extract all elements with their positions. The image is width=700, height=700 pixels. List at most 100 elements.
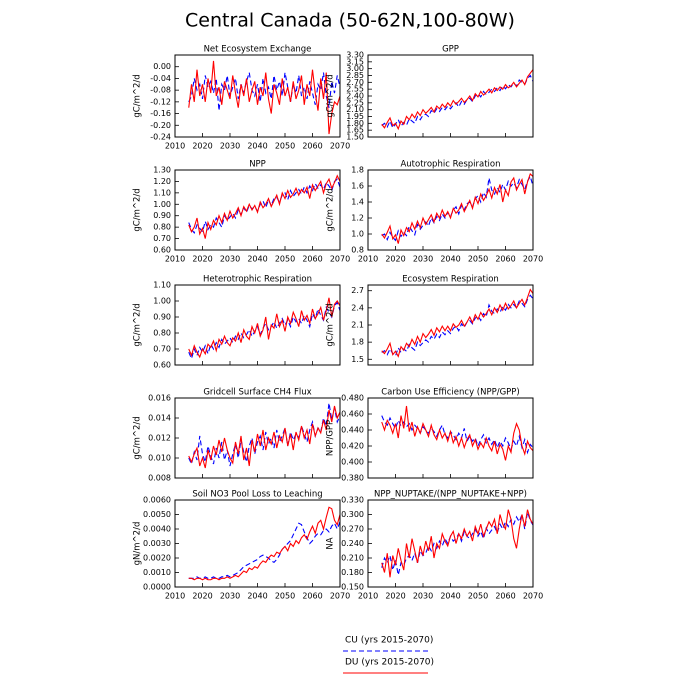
x-tick-label: 2020 (192, 142, 212, 151)
y-tick-label: 0.270 (341, 525, 364, 534)
y-tick-label: 0.016 (148, 394, 171, 403)
y-axis-label: gC/m^2/d (133, 303, 143, 346)
y-axis-label: NA (326, 537, 336, 549)
x-tick-label: 2020 (385, 255, 405, 264)
y-tick-label: 0.70 (153, 234, 171, 243)
y-tick-label: 0.380 (341, 474, 364, 483)
plot-frame (367, 284, 534, 366)
x-tick-label: 2010 (165, 255, 185, 264)
panel-title: GPP (442, 45, 459, 55)
y-axis-label: gC/m^2/d (133, 416, 143, 459)
y-tick-label: 0.480 (341, 394, 364, 403)
x-tick-label: 2010 (165, 142, 185, 151)
plot-frame (367, 54, 534, 138)
y-tick-label: -0.20 (150, 121, 171, 130)
series-line (381, 173, 534, 244)
x-tick-label: 2010 (358, 255, 378, 264)
y-axis-label: gC/m^2/d (326, 74, 336, 117)
x-tick-label: 2020 (192, 255, 212, 264)
y-tick-label: 1.10 (153, 188, 171, 197)
y-tick-label: 0.0050 (143, 510, 171, 519)
y-tick-label: 0.210 (341, 554, 364, 563)
figure-title: Central Canada (50-62N,100-80W) (185, 10, 515, 32)
y-tick-label: 1.95 (346, 112, 364, 121)
plot-frame (367, 499, 534, 588)
legend-label: CU (yrs 2015-2070) (345, 636, 433, 646)
y-tick-label: 3.30 (346, 51, 364, 60)
panel: Carbon Use Efficiency (NPP/GPP) NPP/GPP 0.… (326, 388, 534, 483)
y-tick-label: 1.00 (153, 297, 171, 306)
panel-title: Soil NO3 Pool Loss to Leaching (192, 490, 322, 500)
y-axis-label: gC/m^2/d (326, 303, 336, 346)
x-tick-label: 2050 (275, 142, 295, 151)
y-tick-label: 0.420 (341, 442, 364, 451)
panel: Autotrophic Respiration gC/m^2/d 0.8 1.0 1.2… (326, 160, 544, 264)
panel-title: Gridcell Surface CH4 Flux (203, 388, 311, 398)
panel-title: NPP_NUPTAKE/(NPP_NUPTAKE+NPP) (374, 490, 527, 500)
plot-frame (367, 169, 534, 251)
series-line (381, 511, 534, 576)
y-tick-label: 2.10 (346, 105, 364, 114)
panel: Soil NO3 Pool Loss to LeachinggN/m^2/d0.… (133, 490, 351, 601)
panel: NPP_NUPTAKE/(NPP_NUPTAKE+NPP) NA 0.150 0.18… (326, 490, 544, 601)
y-tick-label: 0.014 (148, 414, 171, 423)
x-tick-label: 2010 (165, 592, 185, 601)
y-tick-label: 1.65 (346, 126, 364, 135)
y-tick-label: 3.00 (346, 64, 364, 73)
series-line (188, 174, 341, 239)
y-tick-label: 0.8 (351, 246, 364, 255)
panel-title: Carbon Use Efficiency (NPP/GPP) (381, 388, 520, 398)
panel-title: Ecosystem Respiration (402, 275, 499, 285)
series-line (188, 72, 341, 111)
y-tick-label: 3.15 (346, 57, 364, 66)
y-axis-label: NPP/GPP (326, 420, 336, 456)
series-line (381, 509, 534, 578)
y-tick-label: 0.0060 (143, 496, 171, 505)
x-tick-label: 2050 (468, 255, 488, 264)
x-tick-label: 2040 (247, 142, 267, 151)
x-tick-label: 2020 (385, 592, 405, 601)
y-tick-label: -0.08 (150, 86, 171, 95)
y-tick-label: 0.0030 (143, 539, 171, 548)
y-tick-label: 1.0 (351, 230, 364, 239)
series-line (381, 174, 534, 242)
y-tick-label: 1.4 (351, 198, 364, 207)
y-tick-label: 0.0020 (143, 554, 171, 563)
x-tick-label: 2020 (192, 592, 212, 601)
series-line (188, 60, 341, 135)
panel: Net Ecosystem Exchange gC/m^2/d -0.24 -0.20… (133, 45, 351, 151)
x-tick-label: 2060 (302, 255, 322, 264)
y-tick-label: 2.4 (351, 303, 364, 312)
x-tick-label: 2050 (275, 255, 295, 264)
y-tick-label: 0.012 (148, 434, 171, 443)
x-tick-label: 2070 (330, 592, 350, 601)
x-tick-label: 2030 (220, 142, 240, 151)
y-tick-label: 0.460 (341, 410, 364, 419)
x-tick-label: 2030 (220, 592, 240, 601)
panel: Ecosystem Respiration gC/m^2/d 1.5 1.8 2.1 2.… (326, 275, 534, 366)
y-tick-label: 1.8 (351, 338, 364, 347)
plot-frame (174, 284, 341, 366)
x-tick-label: 2040 (247, 592, 267, 601)
y-tick-label: -0.24 (150, 133, 171, 142)
x-tick-label: 2030 (220, 255, 240, 264)
x-tick-label: 2060 (302, 142, 322, 151)
x-tick-label: 2070 (523, 255, 543, 264)
x-tick-label: 2030 (413, 255, 433, 264)
y-tick-label: 0.0000 (143, 583, 171, 592)
y-tick-label: 1.20 (153, 177, 171, 186)
panel: Heterotrophic Respiration gC/m^2/d 0.60 0.7… (133, 275, 341, 370)
y-tick-label: 0.010 (148, 454, 171, 463)
panel: NPP gC/m^2/d 0.60 0.70 0.80 0.90 1.00 1.10 1.20 1… (133, 160, 351, 264)
y-tick-label: 2.1 (351, 321, 364, 330)
legend-label: DU (yrs 2015-2070) (345, 658, 434, 668)
panel-title: Net Ecosystem Exchange (204, 45, 312, 55)
y-axis-label: gC/m^2/d (133, 188, 143, 231)
y-tick-label: 0.300 (341, 510, 364, 519)
series-line (381, 415, 534, 455)
series-line (381, 69, 534, 131)
y-tick-label: 0.330 (341, 496, 364, 505)
x-tick-label: 2030 (413, 592, 433, 601)
series-line (188, 405, 341, 469)
